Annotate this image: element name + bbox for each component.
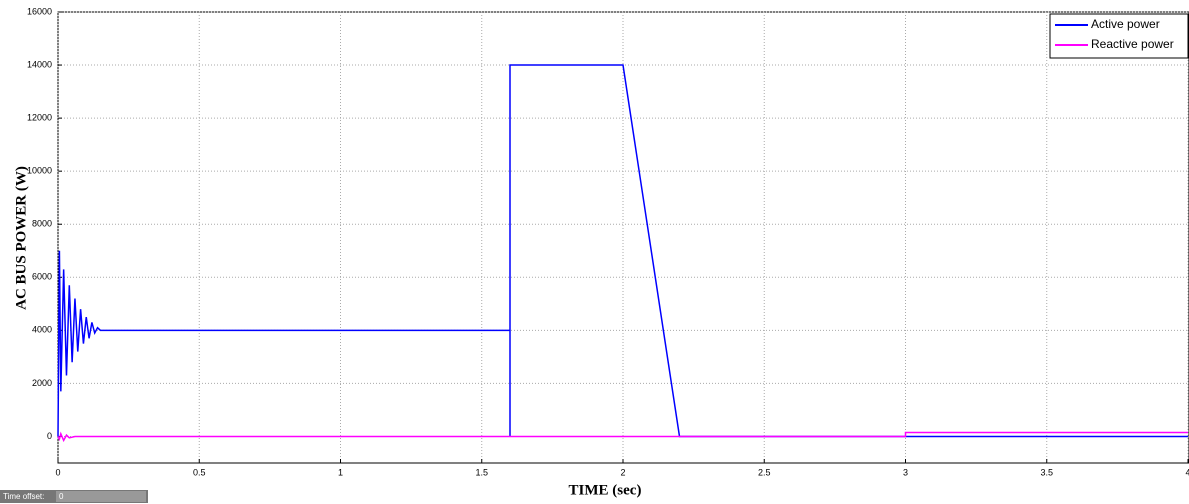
y-axis-title: AC BUS POWER (W) (13, 166, 29, 310)
x-tick-label: 0 (55, 467, 60, 477)
y-tick-label: 8000 (32, 219, 52, 229)
x-axis-title: TIME (sec) (569, 482, 642, 498)
y-tick-label: 6000 (32, 272, 52, 282)
y-tick-label: 10000 (27, 166, 52, 176)
time-offset-box (56, 491, 146, 502)
x-tick-label: 2 (620, 467, 625, 477)
x-tick-label: 1.5 (475, 467, 488, 477)
x-tick-label: 1 (338, 467, 343, 477)
y-tick-label: 4000 (32, 325, 52, 335)
y-tick-label: 12000 (27, 112, 52, 122)
x-tick-label: 2.5 (758, 467, 771, 477)
x-tick-label: 3.5 (1040, 467, 1053, 477)
x-tick-label: 0.5 (193, 467, 206, 477)
data-line (57, 431, 1188, 443)
y-tick-label: 16000 (27, 6, 52, 16)
x-tick-label: 4 (1185, 467, 1189, 477)
data-line (57, 64, 1188, 438)
legend-label: Active power (1091, 17, 1160, 31)
y-tick-label: 14000 (27, 59, 52, 69)
legend-label: Reactive power (1091, 37, 1174, 51)
x-tick-label: 3 (903, 467, 908, 477)
y-tick-label: 2000 (32, 378, 52, 388)
time-offset-label: Time offset: (3, 492, 44, 501)
legend-box (1049, 13, 1189, 59)
time-offset-value: 0 (59, 492, 64, 501)
y-tick-label: 0 (47, 431, 52, 441)
